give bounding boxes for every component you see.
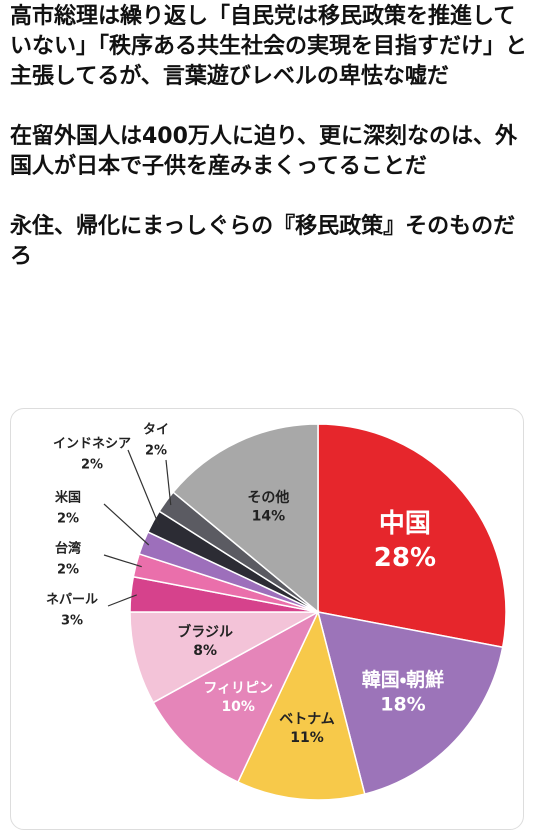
slice-label: 中国: [379, 509, 431, 539]
paragraph: 在留外国人は400万人に迫り、更に深刻なのは、外国人が日本で子供を産みまくってる…: [10, 124, 518, 179]
leader-line: [127, 449, 160, 525]
leader-line: [103, 503, 150, 546]
value-label: 18%: [380, 694, 425, 716]
value-label: 3%: [61, 614, 83, 629]
value-label: 11%: [290, 730, 324, 746]
value-label: 28%: [374, 543, 436, 573]
pie-slice: [236, 609, 366, 801]
slice-label: ブラジル: [177, 624, 233, 641]
pie-slice: [316, 611, 504, 796]
value-label: 10%: [221, 699, 255, 715]
slice-label: 台湾: [55, 541, 81, 557]
leader-line: [103, 554, 142, 568]
slice-label: インドネシア: [53, 437, 131, 452]
value-label: 14%: [252, 508, 286, 524]
slice-label: タイ: [143, 423, 169, 438]
paragraph: 高市総理は繰り返し「自民党は移民政策を推進していない」「秩序ある共生社会の実現を…: [10, 4, 528, 89]
slice-label: フィリピン: [203, 681, 273, 697]
leader-line: [107, 594, 138, 607]
pie-slice: [317, 423, 507, 649]
value-label: 8%: [193, 643, 217, 659]
value-label: 2%: [57, 563, 79, 578]
slice-label: 米国: [55, 490, 81, 506]
value-label: 2%: [57, 512, 79, 527]
slice-label: その他: [247, 489, 289, 506]
chart: 中国 28% 韓国・朝鮮 18% ベトナム 11% フィリピン 10% ブラジル 8% ネパール 3%…: [46, 423, 507, 801]
paragraph: 永住、帰化にまっしぐらの『移民政策』そのものだろ: [10, 214, 516, 269]
slice-label: ベトナム: [279, 712, 335, 728]
page: 高市総理は繰り返し「自民党は移民政策を推進していない」「秩序ある共生社会の実現を…: [10, 2, 532, 830]
slice-label: 韓国・朝鮮: [362, 668, 444, 691]
value-label: 2%: [145, 444, 167, 459]
pie-slice: [129, 611, 319, 704]
pie-slice: [152, 610, 320, 784]
pie-slice: [172, 423, 319, 614]
post-text: 高市総理は繰り返し「自民党は移民政策を推進していない」「秩序ある共生社会の実現を…: [10, 2, 532, 302]
leader-line: [165, 459, 172, 506]
value-label: 2%: [81, 458, 103, 473]
slice-label: ネパール: [46, 593, 98, 608]
